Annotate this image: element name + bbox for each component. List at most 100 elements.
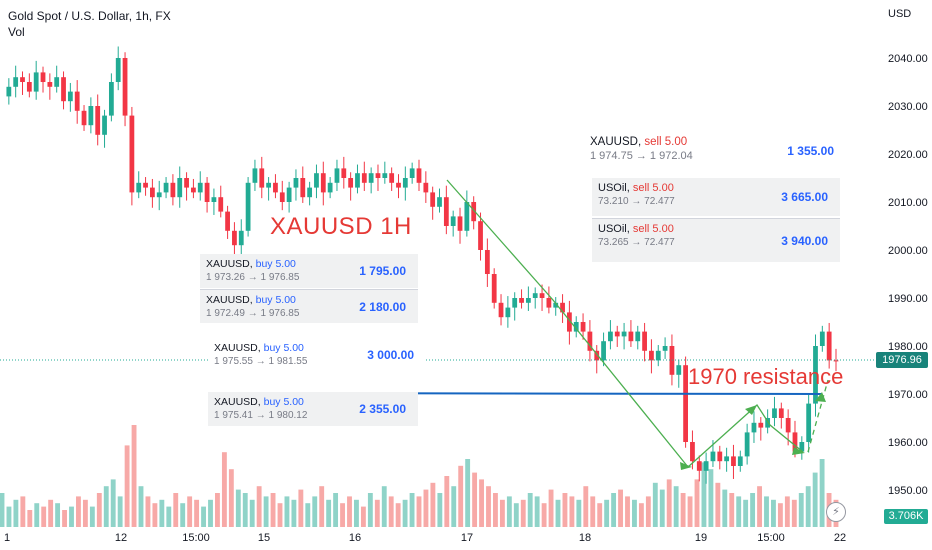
candle-body xyxy=(40,72,46,82)
volume-bar xyxy=(430,482,436,527)
candle-body xyxy=(601,341,606,361)
candle-body xyxy=(143,182,148,188)
volume-bar xyxy=(673,486,679,527)
candle-body xyxy=(61,77,66,102)
volume-bar xyxy=(479,479,484,527)
volume-bar xyxy=(354,499,359,527)
trade-amount: 1 355.00 xyxy=(787,144,834,158)
volume-bar xyxy=(173,493,179,527)
volume-bar xyxy=(465,459,471,527)
trade-amount: 3 940.00 xyxy=(781,233,828,248)
volume-bar xyxy=(305,503,311,527)
candle-body xyxy=(430,192,436,207)
volume-bar xyxy=(687,496,693,527)
volume-bar xyxy=(69,506,74,527)
candle-body xyxy=(765,418,771,428)
candle-body xyxy=(252,168,258,183)
volume-bar xyxy=(13,499,19,527)
volume-bar xyxy=(117,496,123,527)
volume-bar xyxy=(48,499,54,527)
volume-bar xyxy=(152,503,158,527)
annotation-title: XAUUSD 1H xyxy=(270,213,412,240)
trade-symbol: XAUUSD xyxy=(206,294,250,306)
candle-body xyxy=(341,168,347,178)
volume-bar xyxy=(798,493,804,527)
candle-body xyxy=(669,346,675,375)
trendline-down xyxy=(446,179,689,468)
candle-body xyxy=(67,91,73,102)
candle-body xyxy=(33,72,39,92)
volume-bar xyxy=(326,499,332,527)
candle-body xyxy=(683,365,688,442)
volume-bar xyxy=(159,499,165,527)
time-tick-label: 15:00 xyxy=(757,532,785,544)
candle-body xyxy=(81,110,87,126)
volume-bar xyxy=(569,496,575,527)
volume-bar xyxy=(680,493,686,527)
trade-route: 73.265 → 72.477 xyxy=(598,237,675,248)
volume-bar xyxy=(520,499,526,527)
volume-bar xyxy=(402,499,408,527)
annotation-resistance: 1970 resistance xyxy=(688,364,844,389)
candle-body xyxy=(758,422,764,428)
trade-card: USOil, sell 5.00 73.210 → 72.477 3 665.0… xyxy=(592,178,840,216)
price-axis[interactable]: 1950.00 1960.00 1970.00 1980.00 1990.00 2000.… xyxy=(888,53,928,497)
volume-bar xyxy=(256,486,262,527)
volume-bar xyxy=(360,506,366,527)
trade-side: buy 5.00 xyxy=(263,342,304,354)
candle-body xyxy=(197,182,203,193)
volume-bar xyxy=(451,486,457,527)
candle-body xyxy=(204,182,210,202)
candle-body xyxy=(47,82,53,87)
candle-body xyxy=(245,182,251,231)
candle-body xyxy=(184,178,189,188)
volume-bar xyxy=(736,496,742,527)
candle-body xyxy=(375,173,381,178)
candle-body xyxy=(471,202,477,222)
candle-body xyxy=(74,91,80,111)
candle-body xyxy=(88,106,94,126)
candle-body xyxy=(751,422,757,433)
candle-body xyxy=(792,432,798,452)
volume-bar xyxy=(242,493,248,527)
candle-body xyxy=(696,461,702,471)
trade-route: 1 973.26 → 1 976.85 xyxy=(206,272,300,283)
candle-body xyxy=(819,331,825,346)
volume-bar xyxy=(131,425,137,527)
candle-body xyxy=(293,178,299,188)
time-tick-label: 15 xyxy=(258,532,270,544)
volume-bar xyxy=(506,496,512,527)
volume-bar xyxy=(548,489,554,527)
candle-body xyxy=(785,418,791,433)
candle-body xyxy=(232,230,237,246)
candle-body xyxy=(191,187,196,193)
candle-body xyxy=(327,182,333,193)
time-tick-label: 22 xyxy=(834,532,846,544)
candle-body xyxy=(102,115,107,135)
candle-body xyxy=(334,168,340,183)
candle-body xyxy=(519,298,524,303)
volume-bar xyxy=(576,499,582,527)
candle-body xyxy=(737,456,743,466)
candle-body xyxy=(437,197,442,207)
projection-dashed xyxy=(807,379,829,453)
candle-body xyxy=(279,192,285,202)
candle-body xyxy=(163,182,169,193)
candle-body xyxy=(710,451,716,462)
candle-body xyxy=(396,182,401,188)
candle-body xyxy=(655,350,661,361)
volume-bar xyxy=(381,486,387,527)
volume-bar xyxy=(715,482,721,527)
candle-body xyxy=(614,331,620,337)
candle-body xyxy=(813,346,818,404)
lightning-icon[interactable]: ⚡ xyxy=(826,502,846,522)
candle-body xyxy=(443,197,449,226)
volume-bar xyxy=(145,496,151,527)
volume-bar xyxy=(527,493,533,527)
volume-bar xyxy=(312,496,318,527)
time-axis[interactable]: 1 12 15:00 15 16 17 18 19 15:00 22 xyxy=(4,532,846,544)
candle-body xyxy=(512,298,518,308)
candle-body xyxy=(539,293,545,298)
volume-bar xyxy=(228,469,234,527)
